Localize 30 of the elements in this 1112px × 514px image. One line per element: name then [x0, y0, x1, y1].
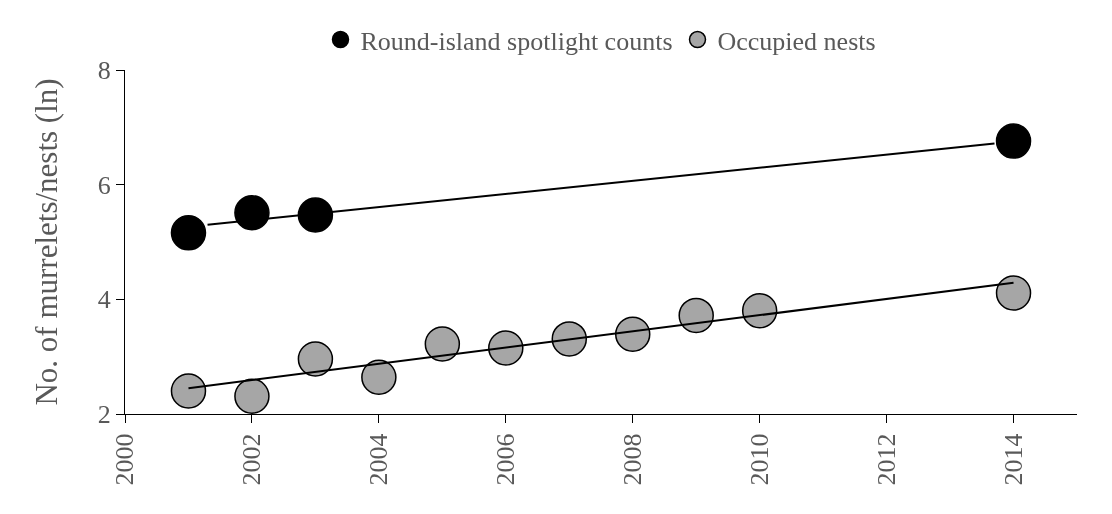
y-tick-label: 8 [97, 56, 111, 86]
point [741, 293, 778, 329]
point [678, 297, 714, 334]
x-tick-label: 2002 [237, 433, 267, 486]
x-tick-label: 2004 [364, 433, 394, 486]
point [361, 359, 397, 396]
point [551, 321, 588, 357]
x-tick-label: 2010 [745, 433, 775, 486]
point [297, 197, 334, 233]
x-tick-label: 2014 [998, 433, 1028, 486]
y-tick-label: 2 [97, 400, 111, 430]
point [424, 326, 461, 362]
x-tick-label: 2000 [110, 433, 140, 486]
point [234, 195, 270, 231]
point [488, 330, 524, 366]
legend-label: Occupied nests [717, 26, 876, 56]
point [170, 215, 207, 251]
point [995, 123, 1032, 159]
point [995, 275, 1032, 311]
point [297, 341, 334, 377]
legend-label: Round-island spotlight counts [360, 26, 673, 56]
point [615, 316, 651, 353]
y-axis-title: No. of murrelets/nests (ln) [29, 78, 65, 406]
y-tick-label: 4 [97, 285, 111, 315]
point [170, 373, 207, 409]
point [234, 378, 270, 414]
x-tick-label: 2008 [618, 433, 648, 486]
y-tick-label: 6 [97, 170, 111, 200]
x-tick-label: 2006 [491, 433, 521, 486]
x-tick-label: 2012 [872, 433, 902, 486]
